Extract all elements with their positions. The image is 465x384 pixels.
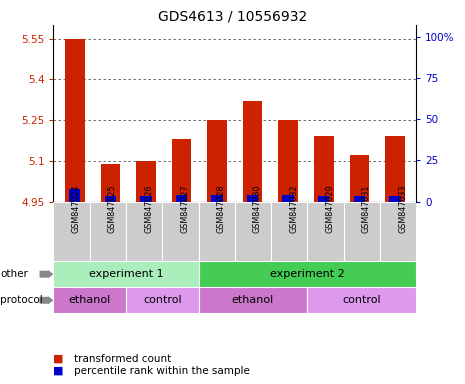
Bar	[271, 202, 307, 261]
Bar	[199, 261, 416, 287]
Bar	[53, 202, 90, 261]
Bar	[350, 156, 369, 202]
Bar	[199, 202, 235, 261]
Text: ■: ■	[53, 354, 64, 364]
Bar	[212, 195, 223, 202]
Bar	[314, 136, 333, 202]
Text: percentile rank within the sample: percentile rank within the sample	[74, 366, 250, 376]
Text: GSM847027: GSM847027	[180, 184, 189, 233]
Bar	[136, 161, 156, 202]
Text: transformed count: transformed count	[74, 354, 172, 364]
Text: ■: ■	[53, 366, 64, 376]
Text: GSM847032: GSM847032	[289, 184, 298, 233]
Text: experiment 2: experiment 2	[270, 269, 345, 279]
Text: GSM847024: GSM847024	[72, 184, 80, 233]
Bar	[235, 202, 271, 261]
Bar	[243, 101, 262, 202]
Bar	[389, 196, 400, 202]
Text: GSM847031: GSM847031	[362, 185, 371, 233]
Text: control: control	[342, 295, 381, 305]
Bar	[307, 287, 416, 313]
Bar	[126, 202, 162, 261]
Bar	[279, 120, 298, 202]
Text: ethanol: ethanol	[69, 295, 111, 305]
Bar	[172, 139, 191, 202]
Text: ethanol: ethanol	[232, 295, 274, 305]
Bar	[318, 196, 329, 202]
Text: protocol: protocol	[0, 295, 43, 305]
Text: GSM847025: GSM847025	[108, 184, 117, 233]
Text: GSM847030: GSM847030	[253, 185, 262, 233]
Text: GSM847033: GSM847033	[398, 185, 407, 233]
Bar	[282, 195, 294, 202]
Bar	[105, 196, 116, 202]
Bar	[307, 202, 344, 261]
Bar	[162, 202, 199, 261]
Bar	[90, 202, 126, 261]
Bar	[199, 287, 307, 313]
Bar	[69, 189, 80, 202]
Bar	[380, 202, 416, 261]
Bar	[126, 287, 199, 313]
Bar	[176, 195, 187, 202]
Text: GSM847026: GSM847026	[144, 184, 153, 233]
Bar	[385, 136, 405, 202]
Text: other: other	[0, 269, 28, 279]
Bar	[344, 202, 380, 261]
Text: GSM847029: GSM847029	[326, 184, 334, 233]
Bar	[140, 196, 152, 202]
Bar	[100, 164, 120, 202]
Bar	[53, 287, 126, 313]
Text: control: control	[143, 295, 182, 305]
Bar	[65, 38, 85, 202]
Bar	[53, 261, 199, 287]
Text: experiment 1: experiment 1	[89, 269, 163, 279]
Bar	[247, 195, 258, 202]
Text: GSM847028: GSM847028	[217, 184, 226, 233]
Bar	[207, 120, 227, 202]
Text: GDS4613 / 10556932: GDS4613 / 10556932	[158, 10, 307, 23]
Bar	[353, 196, 365, 202]
